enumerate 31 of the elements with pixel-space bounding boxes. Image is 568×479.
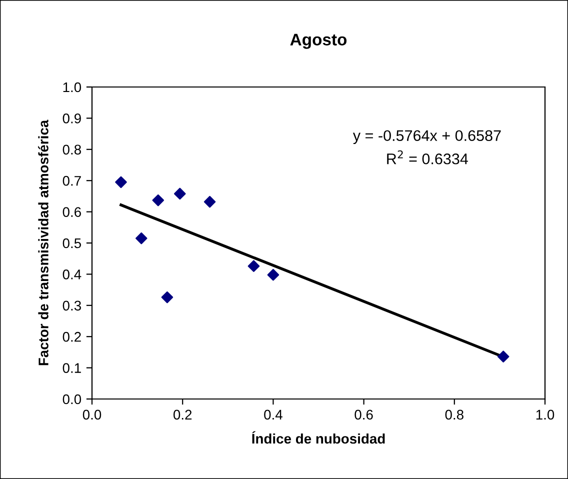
point: [115, 176, 127, 188]
point: [135, 232, 148, 244]
annotation: R$^{2}$ = 0.6334: [387, 150, 468, 164]
y-tick-label: 0.4: [62, 270, 82, 280]
y-tick-label: 0.5: [62, 238, 82, 248]
point: [174, 188, 186, 200]
y-tick-label: 0.6: [62, 207, 81, 217]
chart-title: Agosto: [290, 34, 347, 49]
point: [248, 260, 260, 272]
x-tick-label: 0.0: [82, 410, 102, 420]
y-tick-label: 0.1: [62, 363, 81, 373]
x-tick-label: 0.8: [445, 410, 464, 420]
y-tick-label: 0.3: [62, 300, 81, 311]
y-tick-label: 0.7: [62, 176, 81, 186]
y-tick-label: 0.0: [62, 394, 82, 404]
y-tick-label: 1.0: [63, 82, 82, 92]
point: [152, 194, 164, 206]
y-tick-label: 0.2: [62, 332, 81, 342]
x-tick-label: 0.2: [173, 410, 192, 420]
y-tick-label: 0.8: [62, 144, 81, 155]
point: [161, 291, 174, 304]
x-tick-label: 0.4: [264, 410, 282, 420]
point: [267, 268, 280, 281]
y-axis-title: Factor de transmisividad atmosférica: [38, 120, 48, 366]
y-tick-label: 0.9: [62, 114, 81, 124]
annotation: y = -0.5764x + 0.6587: [352, 130, 501, 144]
x-tick-label: 0.6: [354, 410, 373, 420]
x-tick-label: 1.0: [536, 410, 554, 420]
point: [204, 196, 216, 208]
point: [497, 350, 510, 362]
x-axis-title: Índice de nubosidad: [252, 431, 385, 444]
